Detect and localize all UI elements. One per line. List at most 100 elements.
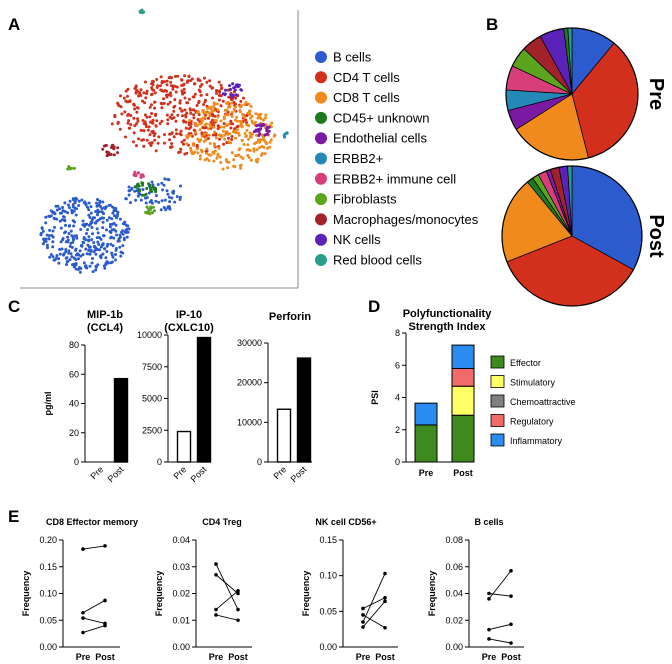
pair-point <box>214 572 218 577</box>
stack-segment <box>414 424 438 463</box>
umap-point <box>169 84 173 88</box>
umap-point <box>170 196 174 200</box>
umap-point <box>179 147 183 151</box>
paired-plot-b-cells: B cells 0.00 0.02 0.04 0.06 0.08 Frequency Pre P… <box>427 517 524 662</box>
umap-point <box>229 87 232 91</box>
umap-point <box>70 208 74 212</box>
umap-point <box>48 215 52 218</box>
umap-point <box>219 125 223 129</box>
umap-point <box>101 200 105 204</box>
umap-point <box>145 205 149 209</box>
umap-point <box>134 198 138 202</box>
umap-point <box>47 237 51 241</box>
chart-title-line: Perforin <box>269 311 311 323</box>
pair-point <box>509 568 513 573</box>
umap-point <box>117 239 121 243</box>
umap-point <box>133 170 137 174</box>
umap-point <box>155 119 159 123</box>
umap-point <box>259 138 263 142</box>
umap-point <box>174 90 178 94</box>
umap-point <box>232 86 236 90</box>
panel-label-b: B <box>486 15 498 34</box>
umap-point <box>96 198 99 201</box>
umap-point <box>245 134 248 138</box>
umap-point <box>133 87 137 90</box>
umap-point <box>168 138 172 142</box>
umap-point <box>108 225 112 229</box>
umap-point <box>144 80 147 84</box>
umap-point <box>202 103 206 106</box>
umap-point <box>256 116 260 120</box>
umap-point <box>208 84 212 88</box>
umap-point <box>178 107 182 110</box>
umap-point <box>183 96 187 100</box>
umap-point <box>181 114 184 118</box>
pair-line <box>362 601 386 628</box>
umap-point <box>193 92 197 96</box>
umap-point <box>218 90 222 94</box>
umap-point <box>205 80 209 84</box>
umap-point <box>77 199 81 203</box>
umap-point <box>64 256 68 260</box>
psi-legend-label: Chemoattractive <box>510 397 576 407</box>
pair-line <box>215 563 239 610</box>
umap-point <box>104 263 108 267</box>
umap-point <box>79 244 83 248</box>
umap-point <box>39 231 43 235</box>
y-tick-label: 0 <box>74 457 79 467</box>
umap-point <box>81 219 85 223</box>
umap-point <box>68 244 72 248</box>
umap-point <box>127 193 131 197</box>
umap-point <box>85 232 88 235</box>
umap-point <box>228 132 232 136</box>
umap-point <box>233 127 237 131</box>
umap-point <box>222 117 226 121</box>
umap-point <box>147 125 151 129</box>
umap-point <box>51 255 55 259</box>
y-tick-label: 0.04 <box>172 535 190 545</box>
umap-point <box>236 119 239 123</box>
legend-label: Fibroblasts <box>333 192 397 207</box>
umap-point <box>203 158 207 162</box>
umap-point <box>95 204 99 208</box>
umap-point <box>261 133 264 137</box>
umap-point <box>139 128 143 132</box>
umap-point <box>67 251 71 255</box>
umap-point <box>174 128 178 132</box>
umap-point <box>168 75 172 79</box>
umap-point <box>162 141 166 145</box>
umap-point <box>116 213 120 217</box>
umap-point <box>198 154 202 158</box>
umap-point <box>63 201 67 205</box>
umap-point <box>207 111 211 115</box>
umap-point <box>109 242 113 246</box>
umap-point <box>196 123 200 127</box>
umap-point <box>166 178 170 181</box>
umap-point <box>174 74 177 78</box>
umap-point <box>78 266 81 269</box>
chart-title-line: (CCL4) <box>87 322 123 334</box>
umap-point <box>62 253 65 257</box>
umap-point <box>104 205 108 209</box>
umap-point <box>96 231 100 235</box>
umap-point <box>160 119 164 123</box>
y-tick-label: 0 <box>157 457 162 467</box>
y-tick-label: 0.02 <box>172 589 190 599</box>
umap-point <box>241 96 245 100</box>
umap-point <box>87 239 91 243</box>
umap-point <box>232 100 236 104</box>
umap-point <box>147 210 151 214</box>
umap-point <box>75 197 79 201</box>
umap-point <box>108 230 112 233</box>
pair-point <box>236 591 240 596</box>
umap-point <box>198 157 202 161</box>
panel-label-c: C <box>8 297 20 316</box>
umap-point <box>204 136 208 140</box>
pair-line <box>362 597 386 609</box>
umap-point <box>263 152 267 156</box>
umap-point <box>187 74 191 78</box>
umap-point <box>69 241 73 245</box>
umap-point <box>245 128 249 132</box>
chart-title: NK cell CD56+ <box>315 517 376 527</box>
umap-point <box>52 211 56 215</box>
